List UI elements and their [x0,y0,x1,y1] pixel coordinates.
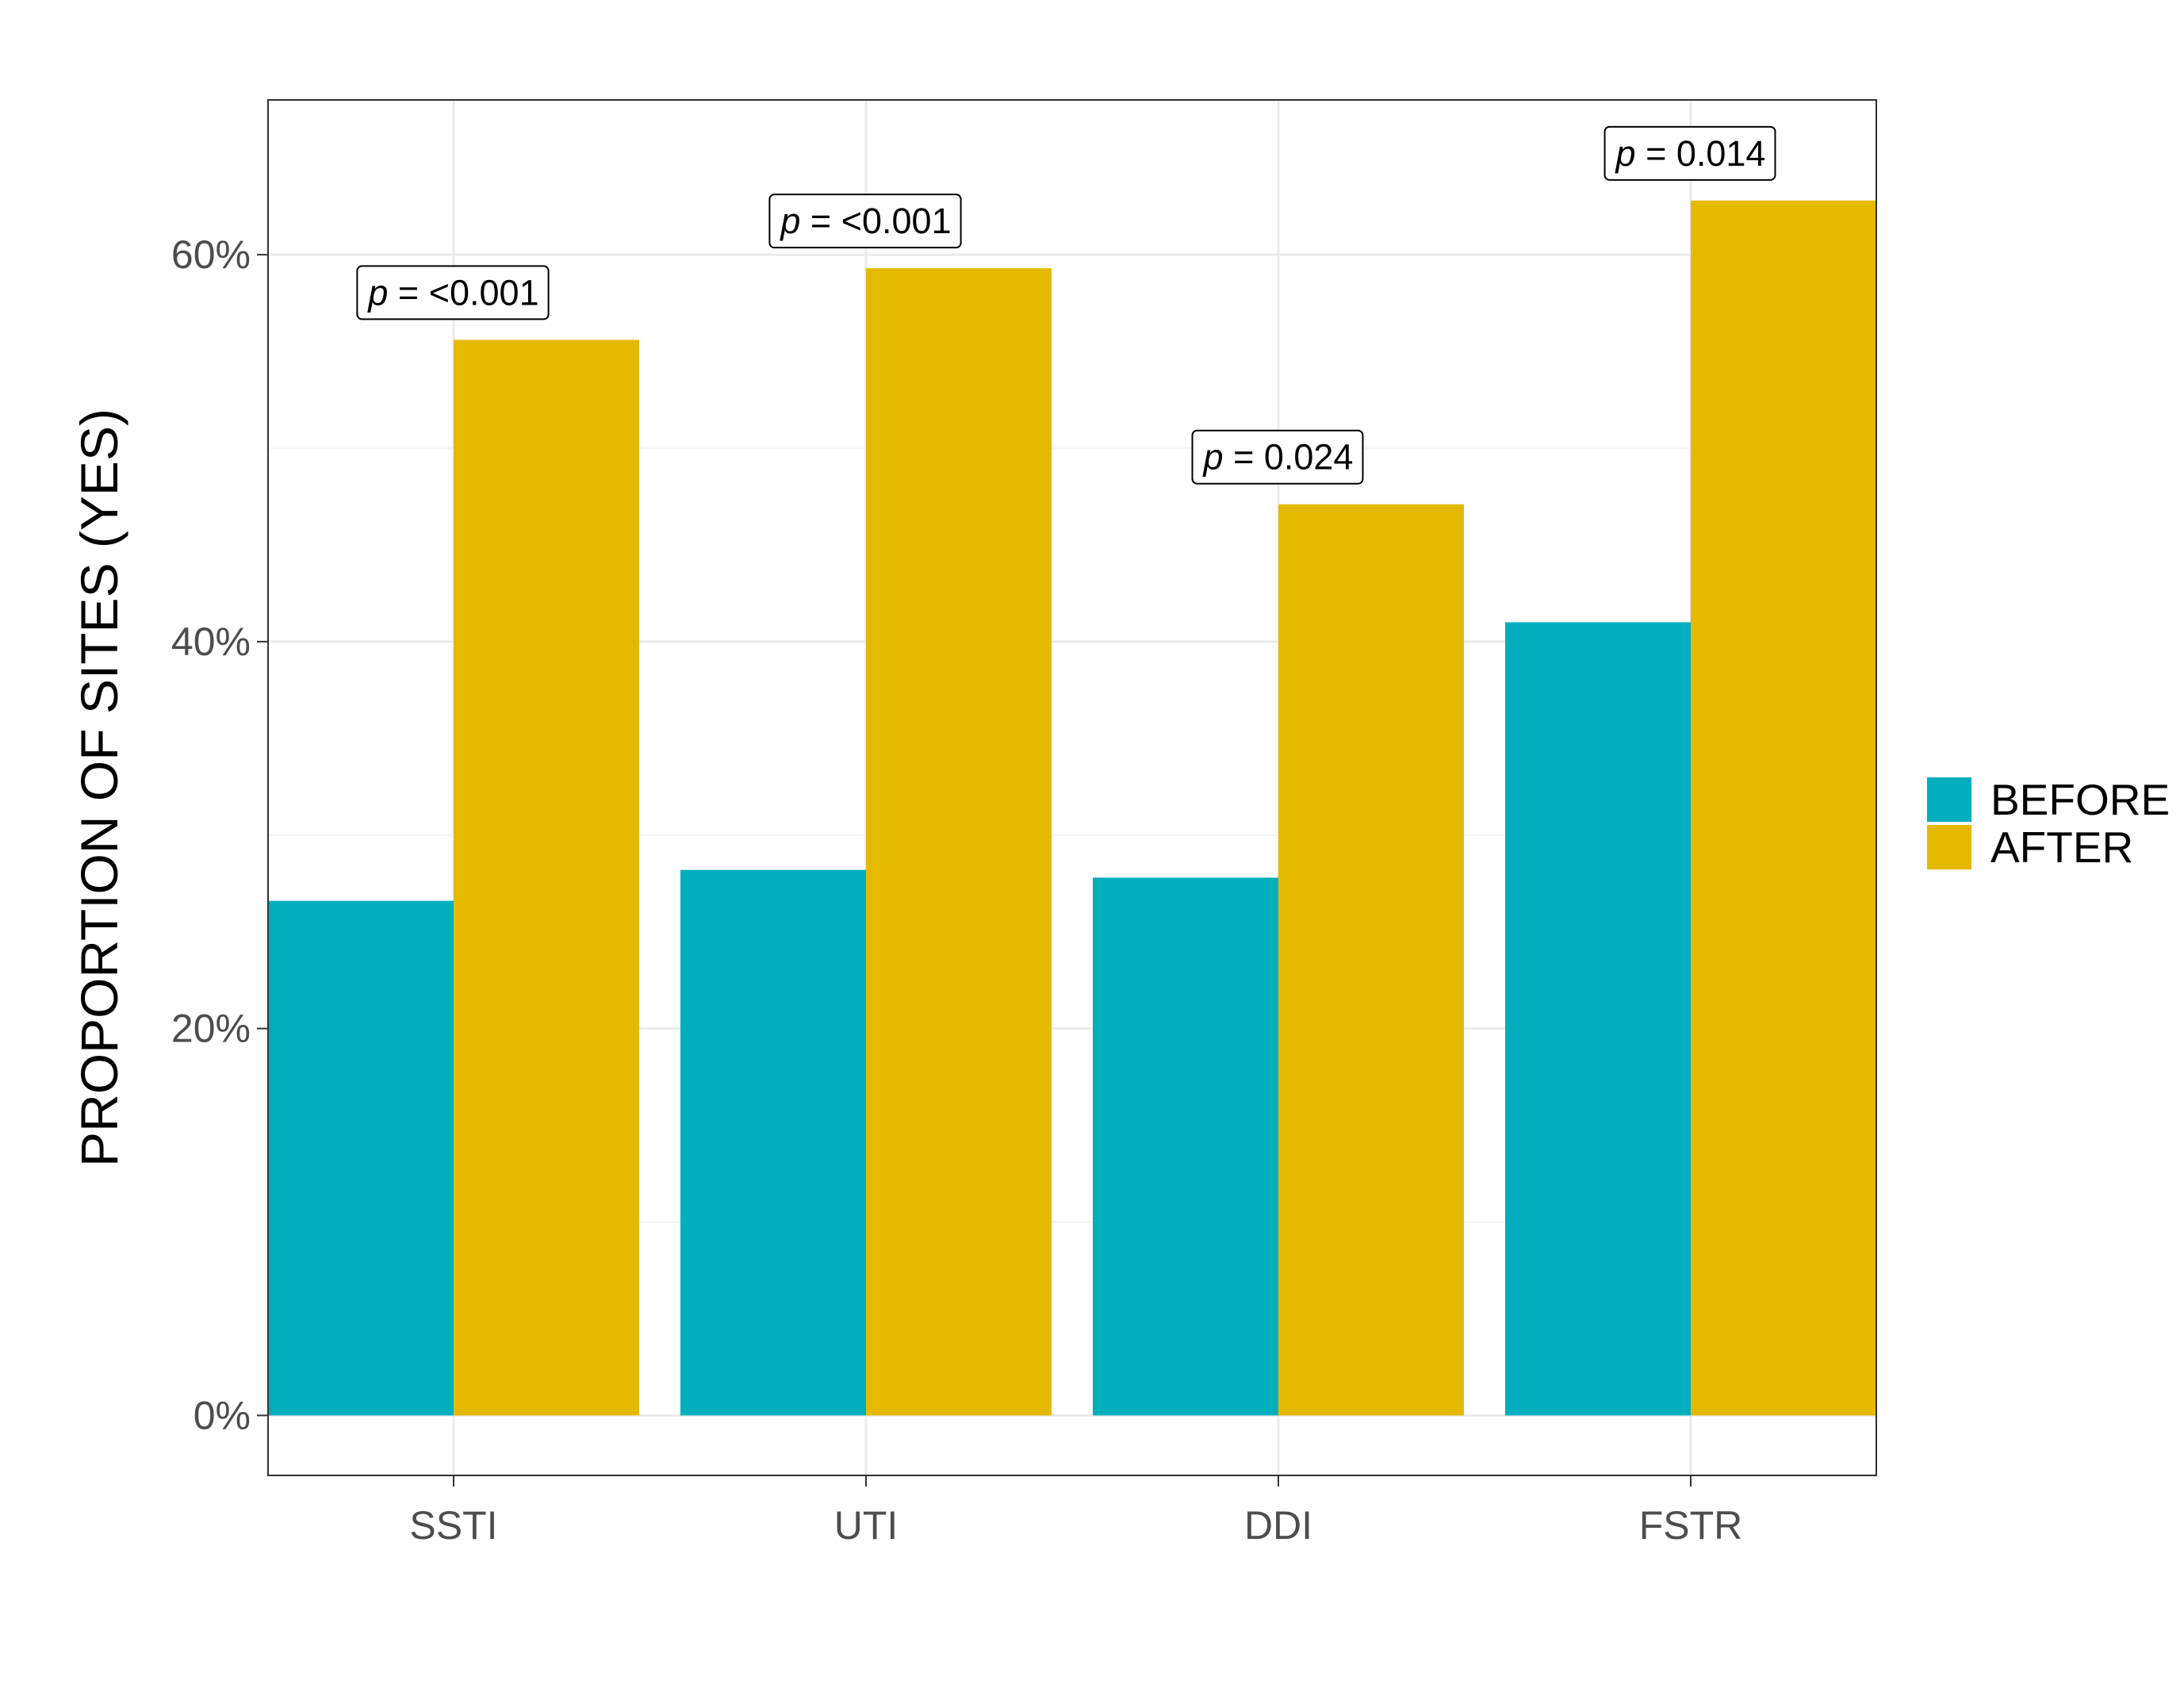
p-value-label-ddi: p = 0.024 [1191,429,1364,485]
y-tick-label: 40% [171,620,251,664]
p-value-label-text: p = <0.001 [366,272,538,313]
x-tick-label-ssti: SSTI [409,1503,497,1548]
y-tick-label: 20% [171,1007,251,1051]
p-value-label-text: p = <0.001 [779,201,951,241]
p-value-label-box [356,265,550,320]
p-value-prefix: p [1615,133,1636,174]
bar-uti-before [680,869,866,1416]
bar-ssti-before [268,900,454,1416]
p-value-label-ssti: p = <0.001 [356,265,550,320]
bar-uti-after [866,268,1052,1416]
x-tick-label-ddi: DDI [1244,1503,1312,1548]
bar-ddi-after [1278,504,1464,1416]
bar-fstr-after [1691,200,1876,1416]
plot-panel-border [267,99,1877,1476]
p-value-text: = 0.014 [1636,133,1766,174]
x-tick-label-uti: UTI [834,1503,899,1548]
bar-fstr-before [1505,622,1691,1416]
bar-ssti-after [454,340,639,1416]
p-value-label-box [768,194,962,249]
y-axis-title: PROPORTION OF SITES (YES) [70,409,128,1167]
p-value-text: = <0.001 [388,272,538,313]
legend-key-before [1927,777,1971,822]
legend-key-after [1927,825,1971,869]
legend-label-after: AFTER [1991,823,2133,872]
p-value-label-fstr: p = 0.014 [1604,125,1776,181]
p-value-label-uti: p = <0.001 [768,194,962,249]
y-axis: 0% 20% 40% 60% [171,232,268,1437]
p-value-prefix: p [1202,437,1224,478]
p-value-label-text: p = 0.024 [1202,437,1354,478]
y-tick-label: 0% [193,1393,251,1437]
x-axis: SSTI UTI DDI FSTR [409,1475,1742,1548]
p-value-label-box [1604,125,1776,181]
bar-ddi-before [1093,877,1278,1416]
p-value-prefix: p [366,272,388,313]
bars [268,200,1876,1416]
p-value-label-box [1191,429,1364,485]
p-value-text: = 0.024 [1224,437,1354,478]
y-tick-label: 60% [171,232,251,277]
legend-label-before: BEFORE [1991,775,2170,824]
p-value-prefix: p [779,201,800,241]
p-value-label-text: p = 0.014 [1615,133,1766,174]
x-tick-label-fstr: FSTR [1639,1503,1743,1548]
p-value-text: = <0.001 [800,201,951,241]
